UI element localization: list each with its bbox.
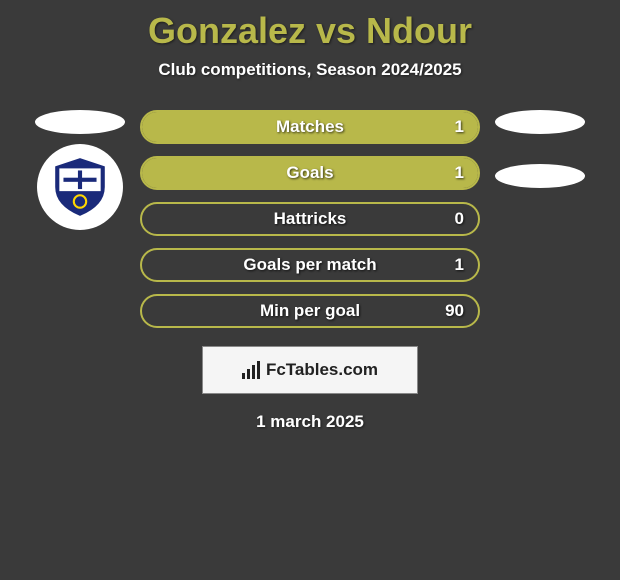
- avatar-placeholder: [495, 164, 585, 188]
- left-column: [30, 110, 130, 230]
- stat-value-right: 1: [455, 255, 464, 275]
- bar-chart-icon: [242, 361, 260, 379]
- brand-logo: FcTables.com: [202, 346, 418, 394]
- content-wrapper: Matches1Goals1Hattricks0Goals per match1…: [0, 110, 620, 328]
- right-column: [490, 110, 590, 188]
- stat-value-right: 1: [455, 117, 464, 137]
- stat-value-right: 90: [445, 301, 464, 321]
- stat-bar: Min per goal90: [140, 294, 480, 328]
- stat-bar: Goals1: [140, 156, 480, 190]
- page-subtitle: Club competitions, Season 2024/2025: [0, 60, 620, 80]
- stat-value-right: 1: [455, 163, 464, 183]
- page-title: Gonzalez vs Ndour: [0, 0, 620, 60]
- stat-bar: Goals per match1: [140, 248, 480, 282]
- stat-label: Min per goal: [142, 301, 478, 321]
- stat-label: Hattricks: [142, 209, 478, 229]
- avatar-placeholder: [495, 110, 585, 134]
- stat-value-right: 0: [455, 209, 464, 229]
- stat-label: Goals: [142, 163, 478, 183]
- date-label: 1 march 2025: [0, 412, 620, 432]
- team-badge: [37, 144, 123, 230]
- stat-bar: Hattricks0: [140, 202, 480, 236]
- stat-label: Matches: [142, 117, 478, 137]
- stats-column: Matches1Goals1Hattricks0Goals per match1…: [140, 110, 480, 328]
- shield-icon: [49, 156, 111, 218]
- brand-name: FcTables.com: [266, 360, 378, 380]
- stat-bar: Matches1: [140, 110, 480, 144]
- stat-label: Goals per match: [142, 255, 478, 275]
- avatar-placeholder: [35, 110, 125, 134]
